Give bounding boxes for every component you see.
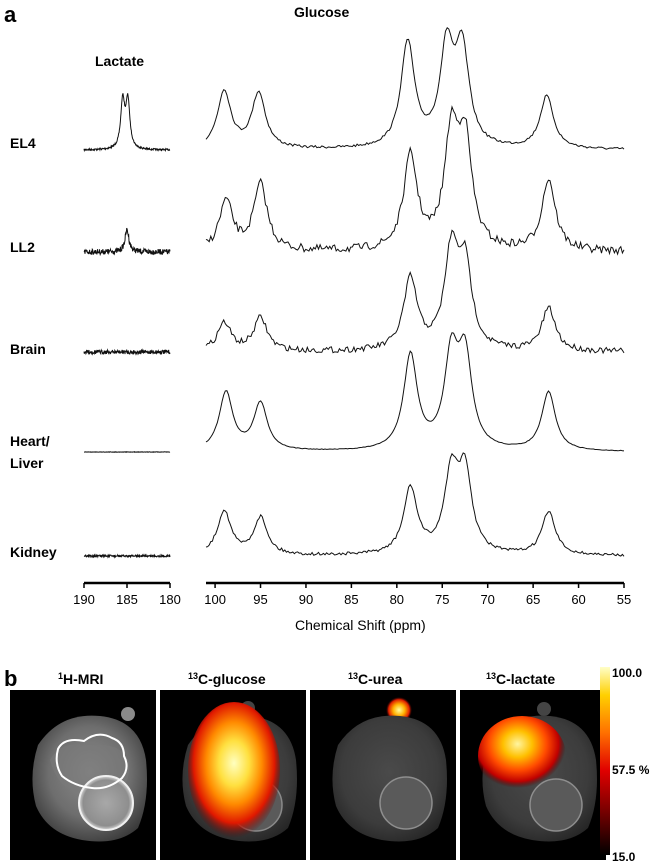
tick-label: 65 [526, 592, 540, 607]
mri-title-1h: 1H-MRI [58, 671, 103, 687]
tumor-urea [379, 776, 433, 830]
panel-b-letter: b [4, 666, 17, 691]
tick-label: 100 [204, 592, 226, 607]
spectrum-line [205, 27, 625, 150]
mri-titles: 1H-MRI 13C-glucose 13C-urea 13C-lactate [58, 671, 555, 687]
x-axis-lactate: 190 185 180 [73, 581, 181, 607]
colorbar-mid: 57.5 % [612, 763, 650, 777]
tick-label: 60 [571, 592, 585, 607]
roi-outline [55, 733, 128, 790]
tick-label: 80 [390, 592, 404, 607]
image-13c-glucose [160, 690, 306, 860]
image-13c-lactate [460, 690, 606, 860]
spectrum-line [83, 348, 171, 356]
tick-label: 75 [435, 592, 449, 607]
spectrum-line [205, 229, 625, 355]
tick-label: 185 [116, 592, 138, 607]
mri-title-glucose-text: C-glucose [198, 671, 266, 687]
spectrum-line [83, 227, 171, 257]
tumor-outline [78, 775, 134, 831]
tick-label: 55 [617, 592, 631, 607]
tick-label: 90 [299, 592, 313, 607]
tick-label: 190 [73, 592, 95, 607]
row-label: LL2 [10, 239, 35, 255]
lactate-signal [478, 716, 566, 796]
row-label: Kidney [10, 544, 57, 560]
mri-title-glucose: 13C-glucose [188, 671, 266, 687]
row-label: Liver [10, 455, 44, 471]
mri-title-1h-sup: 1 [58, 671, 63, 681]
colorbar: 100.0 57.5 % 15.0 [600, 666, 650, 863]
glucose-signal [188, 702, 280, 838]
spectrum-line [205, 332, 625, 452]
image-13c-urea [310, 690, 456, 860]
spectra [83, 27, 625, 559]
fiducial-marker-lactate [537, 702, 551, 716]
spectrum-line [83, 553, 171, 559]
image-1h-mri [10, 690, 156, 860]
x-axis-title: Chemical Shift (ppm) [295, 617, 426, 633]
row-label: Heart/ [10, 433, 50, 449]
tick-label: 95 [253, 592, 267, 607]
mri-title-lactate-sup: 13 [486, 671, 496, 681]
colorbar-gradient [600, 667, 610, 855]
tick-label: 85 [344, 592, 358, 607]
mri-title-lactate-text: C-lactate [496, 671, 555, 687]
spectrum-line [205, 452, 625, 557]
mri-title-lactate: 13C-lactate [486, 671, 555, 687]
row-label: EL4 [10, 135, 36, 151]
mri-title-urea-text: C-urea [358, 671, 403, 687]
mri-title-1h-text: H-MRI [63, 671, 103, 687]
row-labels: EL4 LL2 Brain Heart/Liver Kidney [10, 135, 57, 560]
spectrum-line [205, 105, 625, 256]
row-label: Brain [10, 341, 46, 357]
lactate-title: Lactate [95, 53, 144, 69]
mri-title-urea-sup: 13 [348, 671, 358, 681]
mri-title-glucose-sup: 13 [188, 671, 198, 681]
tick-label: 70 [480, 592, 494, 607]
tick-label: 180 [159, 592, 181, 607]
x-axis-glucose: 100 95 90 85 80 75 70 65 60 55 [204, 581, 631, 607]
colorbar-max: 100.0 [612, 666, 642, 680]
panel-a-letter: a [4, 2, 17, 27]
spectrum-line [83, 93, 171, 153]
glucose-title: Glucose [294, 4, 349, 20]
fiducial-marker [121, 707, 135, 721]
mri-title-urea: 13C-urea [348, 671, 403, 687]
colorbar-min: 15.0 [612, 850, 636, 863]
